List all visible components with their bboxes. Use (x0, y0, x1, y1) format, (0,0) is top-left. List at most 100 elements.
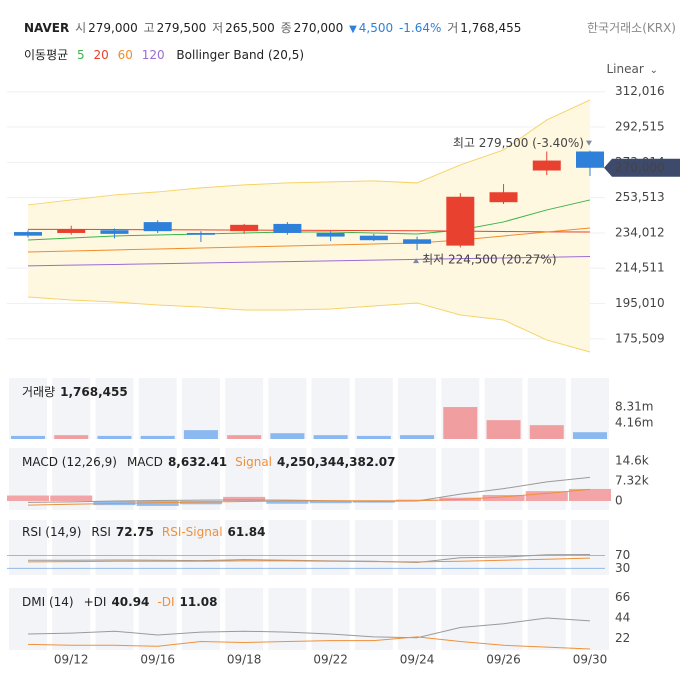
panel-title: MACD (12,26,9) MACD 8,632.41 Signal 4,250,34… (22, 455, 395, 469)
y-tick-label: 70 (615, 548, 630, 562)
column-stripe (441, 588, 480, 650)
y-tick-label: 8.31m (615, 399, 653, 413)
low-annotation: 최저 224,500 (20.27%) (422, 253, 556, 267)
histogram-bar (223, 496, 266, 501)
y-tick-label: 292,515 (615, 120, 665, 134)
column-stripe (268, 378, 307, 439)
y-tick-label: 44 (615, 611, 630, 625)
change: 4,500 (358, 21, 394, 35)
column-stripe (95, 588, 134, 650)
candle-body (446, 196, 475, 246)
quote-header: NAVER 시 279,000 고 279,500 저 265,500 종 270,00… (24, 19, 523, 36)
last-price-tag (604, 158, 680, 177)
column-stripe (52, 588, 91, 650)
x-tick-label: 09/22 (313, 653, 348, 667)
ma-label: 이동평균 (24, 48, 69, 62)
quote-value: 279,000 (88, 21, 138, 35)
column-stripe (354, 448, 393, 510)
symbol: NAVER (24, 21, 70, 35)
bollinger-upper (27, 99, 591, 206)
y-tick-label: 66 (615, 590, 630, 604)
legend-item: -DI (157, 595, 174, 609)
y-tick-label: 0 (615, 494, 623, 508)
scale-selector[interactable]: Linear ⌄ (606, 62, 658, 76)
candle-body (273, 223, 302, 233)
column-stripe (311, 520, 350, 575)
histogram-bar (7, 495, 49, 501)
column-stripe (354, 378, 393, 439)
column-stripe (95, 520, 134, 575)
legend-item: MACD (127, 455, 163, 469)
column-stripe (138, 448, 177, 510)
column-stripe (138, 378, 177, 439)
column-stripe (571, 520, 609, 575)
exchange: 한국거래소(KRX) (587, 21, 676, 35)
panel-title: 거래량 1,768,455 (22, 385, 128, 399)
series-line (27, 557, 591, 563)
legend-item: 5 (77, 48, 85, 62)
series-line (27, 199, 591, 241)
low-arrow (413, 258, 420, 264)
quote-value: 279,500 (156, 21, 207, 35)
series-line (27, 255, 591, 267)
candle-body (143, 222, 172, 232)
series-line (27, 636, 591, 650)
volume-bar (573, 432, 607, 439)
quote-label: 고 (143, 21, 155, 35)
volume-bar (183, 430, 218, 439)
last-value: 72.75 (116, 525, 154, 539)
last-value: 8,632.41 (168, 455, 227, 469)
panel-title: RSI (14,9) RSI 72.75 RSI-Signal 61.84 (22, 525, 266, 539)
high-arrow (586, 140, 592, 146)
bollinger-label: Bollinger Band (20,5) (176, 48, 305, 62)
quote-label: 시 (75, 21, 87, 35)
column-stripe (138, 520, 177, 575)
column-stripe (571, 378, 609, 439)
column-stripe (225, 378, 264, 439)
histogram-bar (352, 501, 395, 503)
volume-bar (529, 425, 564, 439)
series-line (27, 617, 591, 639)
candle-body (576, 151, 604, 168)
volume-bar (270, 433, 305, 439)
histogram-bar (50, 495, 93, 501)
candle-body (14, 232, 42, 236)
candle-body (230, 224, 259, 232)
column-stripe (268, 588, 307, 650)
y-tick-label: 312,016 (615, 84, 665, 98)
indicator-legend: 이동평균 5 20 60 120 Bollinger Band (20,5) (24, 46, 306, 63)
volume-bar (400, 435, 435, 439)
column-stripe (225, 588, 264, 650)
column-stripe (181, 588, 220, 650)
column-stripe (398, 378, 437, 439)
legend-item: +DI (84, 595, 107, 609)
histogram-bar (309, 501, 352, 504)
column-stripe (9, 378, 47, 439)
column-stripe (52, 520, 91, 575)
candle-body (100, 230, 129, 234)
bollinger-band (28, 99, 590, 352)
legend-item: 20 (93, 48, 109, 62)
column-stripe (9, 520, 47, 575)
candle-body (532, 160, 561, 171)
candle-body (359, 235, 388, 241)
column-stripe (9, 588, 47, 650)
title: RSI (14,9) (22, 525, 81, 539)
column-stripe (354, 520, 393, 575)
histogram-bar (136, 501, 179, 506)
column-stripe (311, 448, 350, 510)
volume-bar (140, 435, 175, 439)
candle-body (403, 239, 432, 244)
y-tick-label: 22 (615, 631, 630, 645)
histogram-bar (179, 501, 222, 505)
y-tick-label: 234,012 (615, 225, 665, 239)
column-stripe (527, 520, 566, 575)
legend-item: 120 (141, 48, 165, 62)
last-value: 11.08 (180, 595, 218, 609)
x-tick-label: 09/24 (400, 653, 435, 667)
column-stripe (95, 448, 134, 510)
change-arrow: ▼ (349, 24, 357, 35)
last-value: 40.94 (111, 595, 149, 609)
